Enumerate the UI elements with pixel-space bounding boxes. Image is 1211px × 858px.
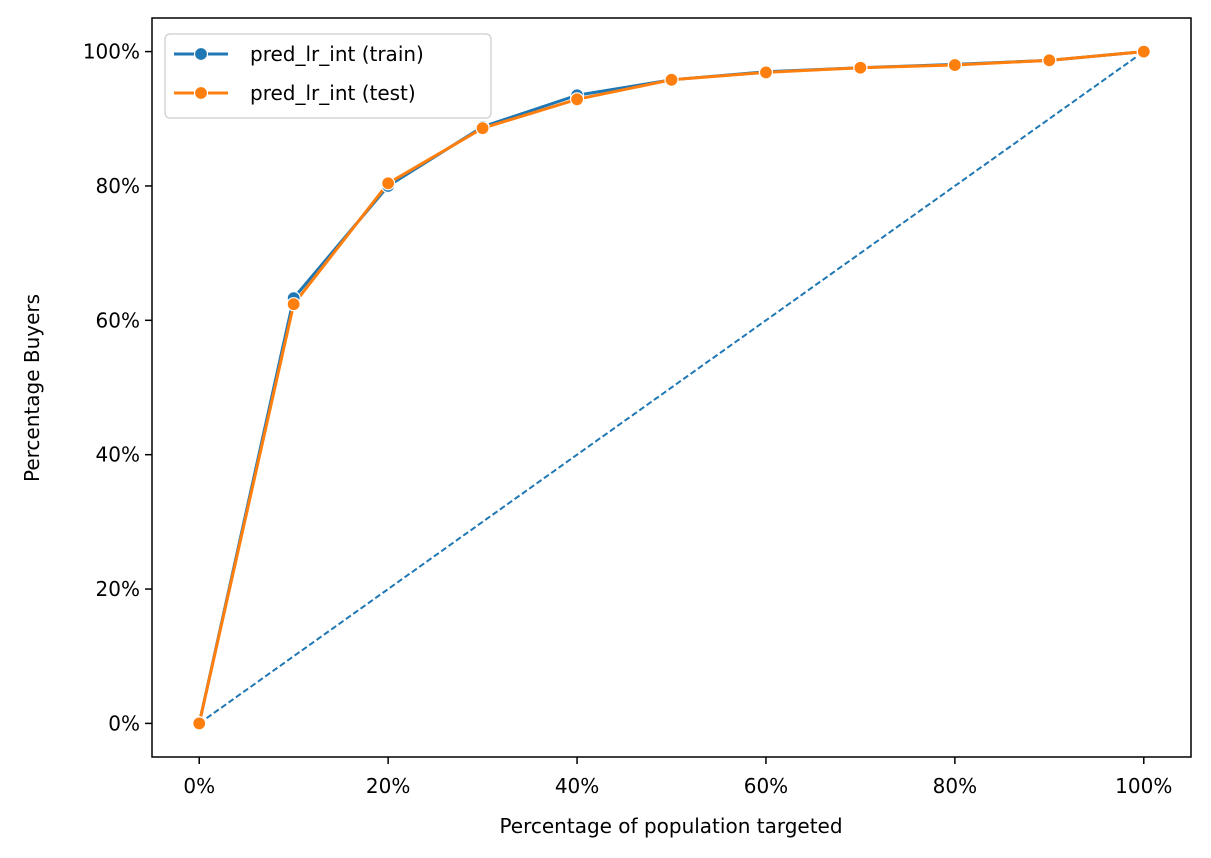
data-point-test	[1136, 44, 1151, 59]
legend-frame	[164, 33, 492, 119]
y-tick-label: 60%	[96, 308, 140, 332]
legend-marker-train	[193, 46, 209, 62]
axes: 0% 20% 40% 60% 80% 100% 0% 20% 40% 60% 80% 100%	[83, 17, 1192, 798]
legend: pred_lr_int (train) pred_lr_int (test)	[164, 33, 492, 119]
y-axis-label: Percentage Buyers	[20, 294, 44, 482]
y-tick-label: 40%	[96, 443, 140, 467]
data-point-test	[758, 65, 774, 80]
legend-marker-test	[193, 85, 209, 101]
y-tick-label: 100%	[83, 40, 140, 64]
x-tick-label: 100%	[1115, 774, 1172, 798]
legend-label-train: pred_lr_int (train)	[250, 42, 424, 66]
data-point-test	[664, 72, 679, 87]
data-point-test	[381, 176, 396, 191]
y-tick-label: 0%	[108, 711, 140, 735]
legend-label-test: pred_lr_int (test)	[250, 81, 416, 105]
x-tick-label: 20%	[366, 774, 410, 798]
data-point-test	[286, 297, 301, 312]
data-point-test	[569, 92, 585, 107]
data-point-test	[475, 121, 490, 136]
data-point-test	[947, 57, 962, 73]
x-axis-label: Percentage of population targeted	[499, 814, 842, 838]
x-tick-label: 80%	[933, 774, 977, 798]
data-point-test	[853, 60, 868, 75]
axes-frame	[151, 17, 1192, 758]
x-tick-label: 60%	[744, 774, 788, 798]
plot-area	[192, 44, 1151, 731]
x-tick-label: 0%	[183, 774, 215, 798]
y-tick-label: 80%	[96, 174, 140, 198]
data-point-test	[1042, 53, 1057, 68]
reference-diagonal-line	[198, 50, 1145, 725]
data-point-test	[192, 716, 207, 731]
y-tick-label: 20%	[96, 577, 140, 601]
x-tick-label: 40%	[555, 774, 599, 798]
